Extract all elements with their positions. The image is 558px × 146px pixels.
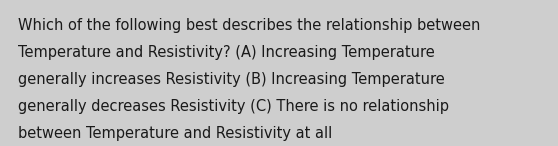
Text: between Temperature and Resistivity at all: between Temperature and Resistivity at a… (18, 126, 332, 141)
Text: Temperature and Resistivity? (A) Increasing Temperature: Temperature and Resistivity? (A) Increas… (18, 45, 435, 60)
Text: Which of the following best describes the relationship between: Which of the following best describes th… (18, 18, 480, 33)
Text: generally increases Resistivity (B) Increasing Temperature: generally increases Resistivity (B) Incr… (18, 72, 445, 87)
Text: generally decreases Resistivity (C) There is no relationship: generally decreases Resistivity (C) Ther… (18, 99, 449, 114)
